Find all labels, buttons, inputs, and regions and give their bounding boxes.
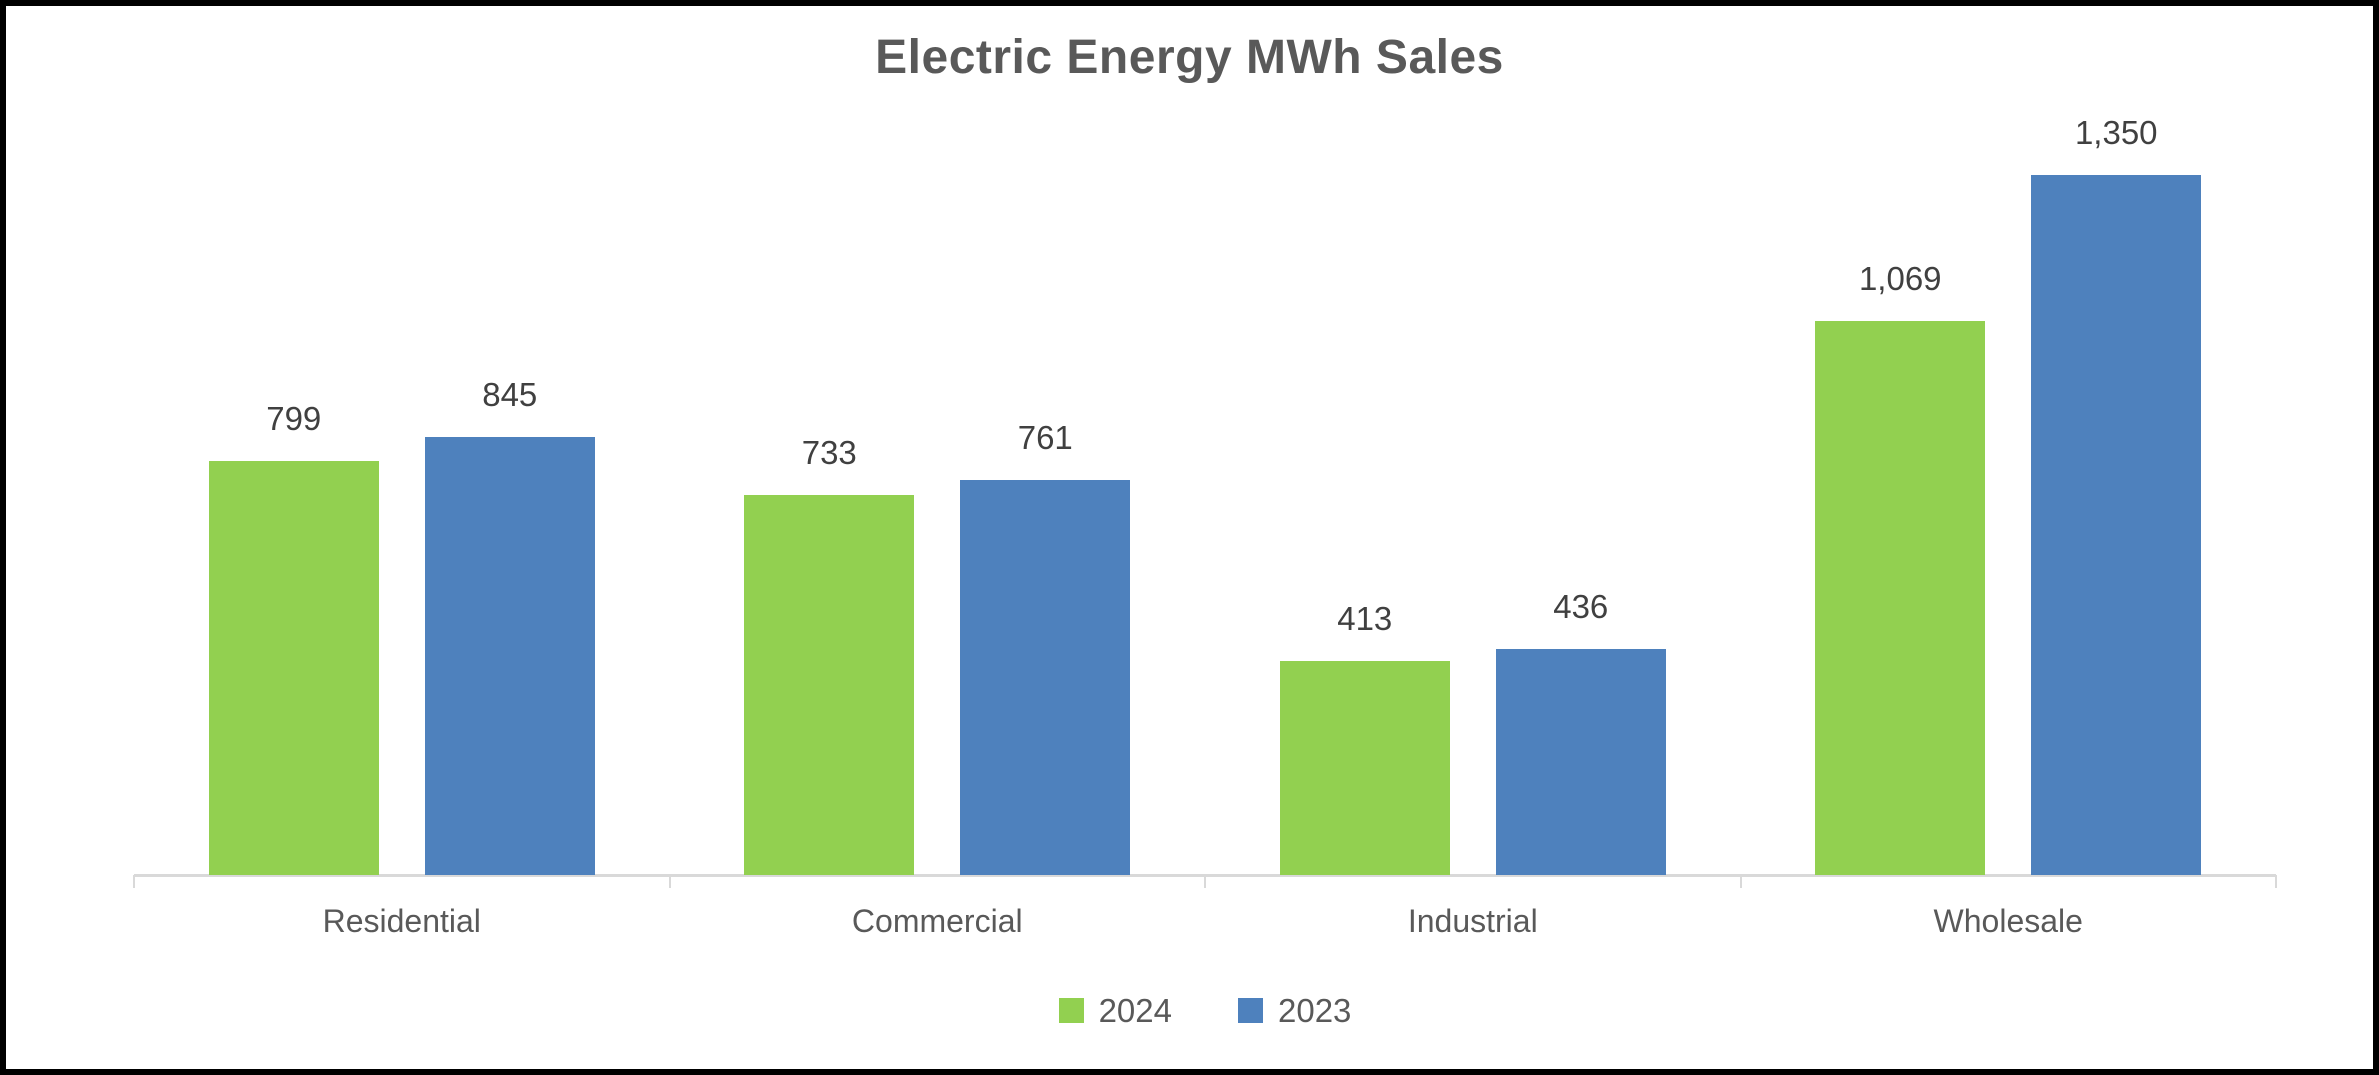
x-axis-label-residential: Residential [322,903,481,939]
x-axis-label-wholesale: Wholesale [1933,903,2083,939]
data-label-2023-residential: 845 [482,376,538,413]
legend-label-2023: 2023 [1278,991,1352,1029]
data-label-2023-industrial: 436 [1553,588,1609,625]
x-axis-label-commercial: Commercial [851,903,1023,939]
data-label-2023-wholesale: 1,350 [2074,114,2158,151]
bar-2024-industrial [1279,661,1450,875]
chart-title: Electric Energy MWh Sales [875,31,1504,84]
legend-label-2024: 2024 [1098,991,1172,1029]
legend: 2024 2023 [134,988,2276,1032]
legend-swatch-2023 [1238,997,1263,1023]
legend-swatch-2024 [1058,997,1084,1023]
x-axis-tick [1739,875,1742,888]
x-axis-tick [133,875,135,888]
bar-2024-residential [208,461,379,875]
data-label-2024-industrial: 413 [1337,600,1393,637]
x-axis-tick [2275,875,2277,888]
bar-2024-wholesale [1815,321,1986,875]
legend-item-2024: 2024 [1058,991,1172,1029]
data-label-2024-wholesale: 1,069 [1858,260,1942,297]
bar-2023-commercial [960,480,1131,875]
bar-2023-industrial [1495,649,1666,875]
legend-item-2023: 2023 [1238,994,1351,1027]
bar-2024-commercial [744,495,915,875]
bar-2023-residential [424,437,595,875]
x-axis-tick [1204,875,1206,888]
data-label-2024-residential: 799 [266,400,322,437]
data-label-2023-commercial: 761 [1017,419,1073,456]
data-label-2024-commercial: 733 [801,434,857,471]
x-axis-tick [668,875,671,888]
x-axis-label-industrial: Industrial [1407,903,1538,939]
bar-2023-wholesale [2031,175,2202,875]
